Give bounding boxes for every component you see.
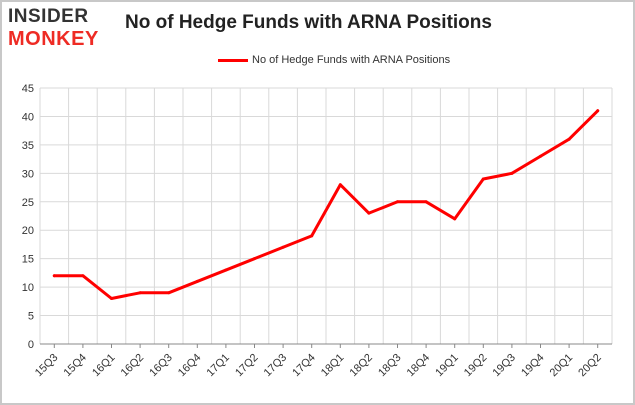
data-point (110, 296, 113, 300)
data-point (510, 171, 514, 175)
chart-legend: No of Hedge Funds with ARNA Positions (218, 54, 450, 66)
legend-swatch (218, 58, 248, 62)
data-point (253, 257, 256, 261)
data-point (596, 109, 600, 113)
insider-monkey-logo: INSIDER MONKEY (8, 6, 118, 52)
x-tick-label: 16Q2 (119, 352, 147, 380)
data-point (567, 137, 571, 141)
x-tick-label: 16Q3 (147, 352, 175, 380)
data-point (338, 183, 342, 187)
x-tick-label: 15Q4 (61, 352, 89, 380)
x-tick-label: 16Q4 (176, 352, 204, 380)
x-tick-label: 18Q1 (319, 352, 347, 380)
y-tick-label: 40 (22, 111, 34, 123)
legend-label: No of Hedge Funds with ARNA Positions (252, 54, 451, 66)
x-tick-label: 18Q3 (376, 352, 404, 380)
x-tick-label: 17Q1 (204, 352, 232, 380)
y-tick-label: 15 (22, 254, 34, 266)
y-tick-label: 30 (22, 168, 34, 180)
y-tick-label: 45 (22, 83, 34, 95)
data-point (224, 268, 228, 272)
data-point (195, 279, 199, 283)
chart-title: No of Hedge Funds with ARNA Positions (125, 12, 492, 33)
x-tick-label: 17Q2 (233, 352, 261, 380)
data-point (281, 245, 285, 249)
x-tick-label: 17Q3 (262, 352, 290, 380)
logo-line-2: MONKEY (8, 28, 99, 50)
data-point (481, 177, 485, 181)
data-point (396, 200, 399, 204)
data-point (310, 234, 314, 238)
x-tick-label: 17Q4 (290, 352, 318, 380)
data-point (52, 274, 56, 278)
logo-line-1: INSIDER (8, 6, 89, 27)
data-point (367, 211, 371, 215)
series-line (52, 109, 600, 300)
data-point (424, 200, 428, 204)
x-tick-label: 18Q2 (347, 352, 375, 380)
data-point (167, 291, 171, 295)
data-point (81, 274, 85, 278)
x-tick-label: 19Q1 (433, 352, 461, 380)
y-tick-label: 0 (28, 339, 34, 351)
data-point (539, 154, 542, 158)
data-point (453, 217, 457, 221)
y-tick-label: 20 (22, 225, 34, 237)
y-tick-label: 25 (22, 197, 34, 209)
x-tick-label: 20Q2 (576, 352, 604, 380)
data-point (138, 291, 142, 295)
x-tick-label: 20Q1 (548, 352, 576, 380)
y-tick-label: 5 (28, 311, 34, 323)
x-tick-label: 19Q4 (519, 352, 547, 380)
y-tick-label: 10 (22, 282, 34, 294)
y-tick-label: 35 (22, 140, 34, 152)
x-tick-label: 19Q2 (462, 352, 490, 380)
x-tick-label: 16Q1 (90, 352, 118, 380)
x-tick-label: 15Q3 (33, 352, 61, 380)
x-tick-label: 18Q4 (405, 352, 433, 380)
x-tick-label: 19Q3 (490, 352, 518, 380)
